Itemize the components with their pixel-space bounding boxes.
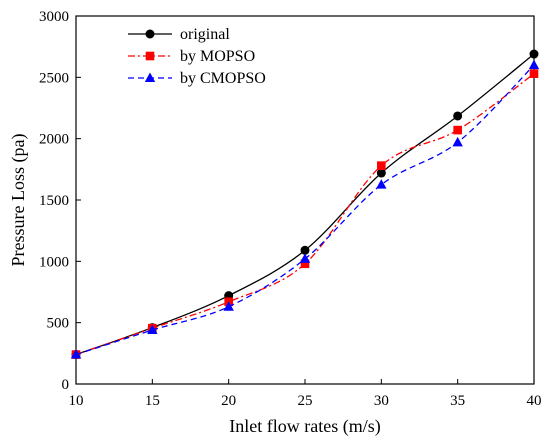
y-tick-label: 1000 [39,254,69,270]
data-point [147,324,158,335]
series-by-cmopso [70,59,540,359]
x-tick-label: 25 [298,393,313,409]
data-point [299,253,311,263]
data-point [300,245,310,255]
data-point [300,259,310,269]
x-tick-label: 15 [145,393,160,409]
data-point [376,168,386,178]
legend-marker [145,29,155,39]
y-tick-label: 2500 [39,70,69,86]
data-point [528,59,540,70]
legend-marker [144,72,156,82]
data-point [223,301,234,311]
series-by-mopso [71,69,539,359]
x-tick-label: 10 [69,393,84,409]
y-tick-label: 1500 [39,193,69,209]
data-point [529,49,539,59]
y-tick-label: 2000 [39,132,69,148]
plot-area-frame [75,15,535,385]
y-axis-title: Pressure Loss (pa) [8,134,29,267]
data-point [452,136,463,147]
y-tick-label: 500 [47,316,70,332]
data-point [453,111,463,121]
legend-marker [145,51,155,61]
data-point [529,69,539,78]
x-tick-label: 30 [374,393,389,409]
x-tick-label: 35 [450,393,465,409]
series-line [75,53,535,356]
legend-label: by CMOPSO [180,70,266,87]
y-tick-label: 3000 [39,9,69,25]
y-tick-label: 0 [62,377,70,393]
series-line [75,73,535,356]
legend-entry: original [128,26,230,43]
data-point [453,125,462,135]
x-tick-label: 40 [527,393,542,409]
data-point [70,349,82,359]
data-point [377,161,386,170]
x-tick-label: 20 [221,393,236,409]
legend-entry: by MOPSO [128,48,255,65]
legend-entry: by CMOPSO [128,70,266,87]
data-point [376,179,387,189]
x-axis-title: Inlet flow rates (m/s) [229,416,380,437]
legend-label: original [180,26,230,43]
series-line [75,64,535,356]
legend-label: by MOPSO [180,48,255,65]
series-original [71,49,539,360]
